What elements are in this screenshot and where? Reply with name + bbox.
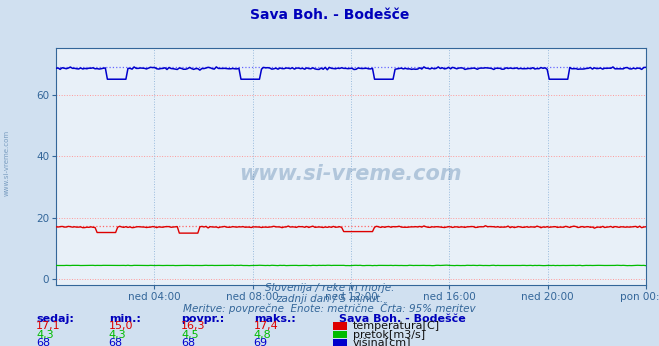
Text: 17,1: 17,1 bbox=[36, 321, 61, 331]
Text: 4,3: 4,3 bbox=[36, 330, 54, 340]
Text: min.:: min.: bbox=[109, 315, 140, 325]
Text: Meritve: povprečne  Enote: metrične  Črta: 95% meritev: Meritve: povprečne Enote: metrične Črta:… bbox=[183, 302, 476, 314]
Text: 68: 68 bbox=[181, 338, 195, 346]
Text: 15,0: 15,0 bbox=[109, 321, 133, 331]
Text: 4,5: 4,5 bbox=[181, 330, 199, 340]
Text: 17,4: 17,4 bbox=[254, 321, 279, 331]
Text: povpr.:: povpr.: bbox=[181, 315, 225, 325]
Text: maks.:: maks.: bbox=[254, 315, 295, 325]
Text: 68: 68 bbox=[109, 338, 123, 346]
Text: zadnji dan / 5 minut.: zadnji dan / 5 minut. bbox=[276, 294, 383, 304]
Text: 4,8: 4,8 bbox=[254, 330, 272, 340]
Text: www.si-vreme.com: www.si-vreme.com bbox=[3, 129, 10, 196]
Text: Sava Boh. - Bodešče: Sava Boh. - Bodešče bbox=[339, 315, 466, 325]
Text: www.si-vreme.com: www.si-vreme.com bbox=[240, 164, 462, 184]
Text: sedaj:: sedaj: bbox=[36, 315, 74, 325]
Text: Slovenija / reke in morje.: Slovenija / reke in morje. bbox=[265, 283, 394, 293]
Text: 16,3: 16,3 bbox=[181, 321, 206, 331]
Text: 4,3: 4,3 bbox=[109, 330, 127, 340]
Text: 69: 69 bbox=[254, 338, 268, 346]
Text: Sava Boh. - Bodešče: Sava Boh. - Bodešče bbox=[250, 8, 409, 21]
Text: temperatura[C]: temperatura[C] bbox=[353, 321, 440, 331]
Text: pretok[m3/s]: pretok[m3/s] bbox=[353, 330, 424, 340]
Text: višina[cm]: višina[cm] bbox=[353, 338, 411, 346]
Text: 68: 68 bbox=[36, 338, 50, 346]
